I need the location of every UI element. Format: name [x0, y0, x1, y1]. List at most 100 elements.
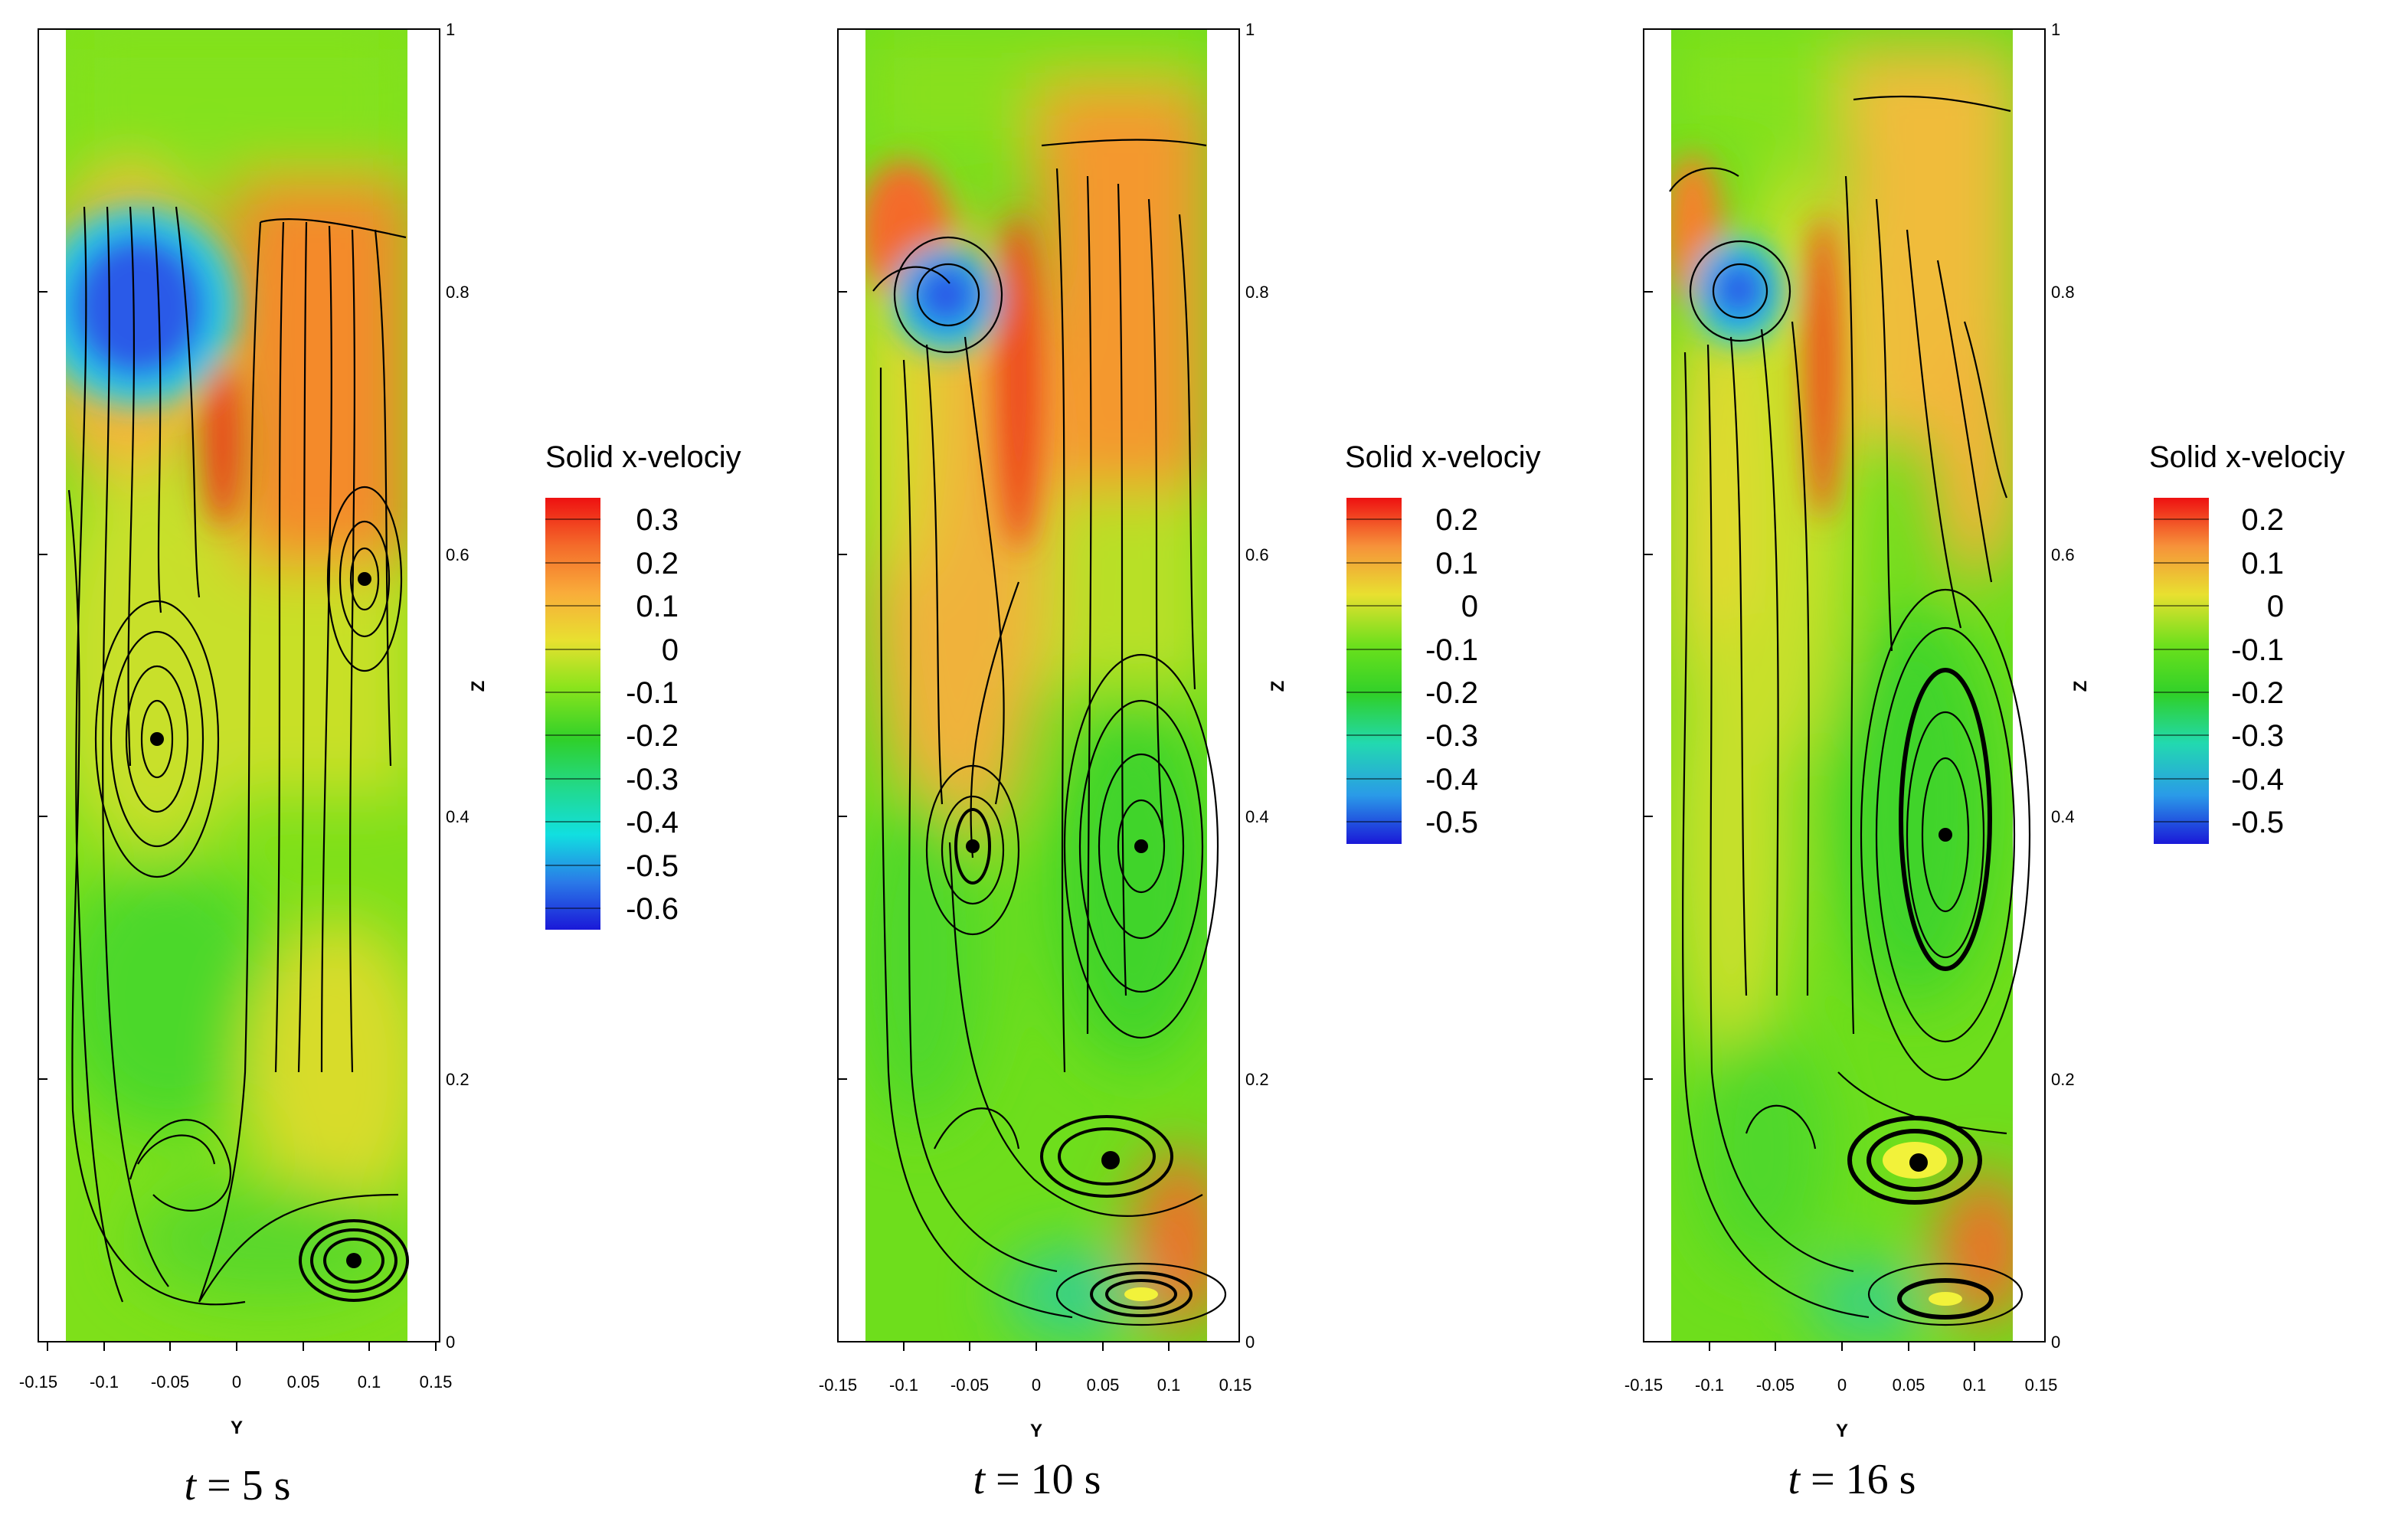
panel-t5: -0.15 -0.1 -0.05 0 0.05 0.1 0.15 0 0.2 0… [19, 20, 741, 1509]
caption-t10: t = 10 s [973, 1456, 1101, 1503]
z-axis-label: Z [468, 681, 489, 692]
axes-frame [1643, 28, 2046, 1342]
z-axis-label: Z [2070, 681, 2091, 692]
axes-frame [38, 28, 440, 1342]
svg-text:0.1: 0.1 [1435, 547, 1478, 580]
svg-text:0: 0 [1032, 1375, 1041, 1395]
z-tick-labels: 0 0.2 0.4 0.6 0.8 1 [1245, 20, 1269, 1352]
legend-title: Solid x-velociy [545, 440, 741, 474]
z-axis-label: Z [1268, 681, 1288, 692]
svg-text:-0.15: -0.15 [1624, 1375, 1663, 1395]
panel-t10: -0.15 -0.1 -0.05 0 0.05 0.1 0.15 0 0.2 0… [819, 20, 1541, 1503]
svg-text:0.3: 0.3 [636, 503, 679, 537]
svg-text:0.2: 0.2 [636, 547, 679, 580]
vortex-center-dots [150, 572, 371, 1268]
svg-text:0.05: 0.05 [1087, 1375, 1120, 1395]
svg-text:0: 0 [2051, 1333, 2060, 1352]
vortex-core-highlight [1929, 1292, 1962, 1306]
svg-text:-0.5: -0.5 [1425, 806, 1478, 839]
svg-text:-0.4: -0.4 [626, 806, 679, 839]
vortex-core-bottom [299, 1219, 409, 1302]
svg-text:0.2: 0.2 [1435, 503, 1478, 537]
legend-title: Solid x-velociy [1345, 440, 1541, 474]
svg-text:0.8: 0.8 [2051, 283, 2075, 302]
axes-frame [837, 28, 1240, 1342]
svg-text:0.8: 0.8 [446, 283, 469, 302]
colorbar: Solid x-velociy 0.3 0.2 0.1 0 -0.1 -0.2 … [545, 440, 741, 930]
svg-text:0: 0 [2267, 590, 2284, 623]
x-tick-labels: -0.15 -0.1 -0.05 0 0.05 0.1 0.15 [19, 1372, 452, 1392]
tick-marks [1644, 291, 1975, 1351]
svg-text:0.15: 0.15 [2025, 1375, 2058, 1395]
svg-text:0.1: 0.1 [1963, 1375, 1987, 1395]
svg-text:-0.1: -0.1 [1695, 1375, 1724, 1395]
svg-text:0.05: 0.05 [1893, 1375, 1925, 1395]
svg-text:0.8: 0.8 [1245, 283, 1269, 302]
vortex-center-dots [1909, 828, 1952, 1172]
legend-title: Solid x-velociy [2149, 440, 2345, 474]
svg-text:0.15: 0.15 [1219, 1375, 1252, 1395]
svg-text:0.1: 0.1 [2241, 547, 2284, 580]
svg-text:-0.05: -0.05 [151, 1372, 189, 1392]
svg-text:-0.1: -0.1 [2231, 633, 2284, 667]
streamlines [872, 139, 1227, 1326]
svg-text:0: 0 [1837, 1375, 1847, 1395]
svg-text:-0.15: -0.15 [819, 1375, 857, 1395]
z-tick-labels: 0 0.2 0.4 0.6 0.8 1 [446, 20, 469, 1352]
svg-text:-0.3: -0.3 [1425, 719, 1478, 753]
svg-text:0.4: 0.4 [2051, 807, 2075, 826]
svg-text:0.2: 0.2 [2051, 1070, 2075, 1089]
svg-text:-0.05: -0.05 [1756, 1375, 1795, 1395]
svg-text:-0.15: -0.15 [19, 1372, 57, 1392]
svg-text:-0.1: -0.1 [1425, 633, 1478, 667]
svg-text:0.6: 0.6 [1245, 545, 1269, 564]
colorbar: Solid x-velociy 0.2 0.1 0 -0.1 -0.2 -0.3… [2149, 440, 2345, 844]
svg-text:-0.2: -0.2 [1425, 676, 1478, 710]
vortex-core-highlight [1124, 1287, 1158, 1301]
caption-t16: t = 16 s [1788, 1456, 1916, 1503]
svg-text:0.2: 0.2 [2241, 503, 2284, 537]
svg-text:-0.6: -0.6 [626, 892, 679, 926]
svg-text:-0.1: -0.1 [626, 676, 679, 710]
svg-text:-0.05: -0.05 [950, 1375, 989, 1395]
svg-text:0: 0 [1461, 590, 1478, 623]
x-axis-label: Y [231, 1418, 243, 1438]
svg-text:-0.5: -0.5 [626, 849, 679, 883]
svg-text:-0.5: -0.5 [2231, 806, 2284, 839]
velocity-contour-field [66, 29, 407, 1342]
svg-text:-0.3: -0.3 [2231, 719, 2284, 753]
svg-text:0.4: 0.4 [1245, 807, 1269, 826]
svg-text:0: 0 [232, 1372, 241, 1392]
vortex-core [1847, 668, 1994, 1320]
svg-text:0.6: 0.6 [446, 545, 469, 564]
svg-text:0.2: 0.2 [1245, 1070, 1269, 1089]
svg-text:0.05: 0.05 [287, 1372, 320, 1392]
svg-text:0: 0 [1245, 1333, 1255, 1352]
streamlines [67, 206, 407, 1306]
x-tick-labels: -0.15 -0.1 -0.05 0 0.05 0.1 0.15 [1624, 1375, 2057, 1395]
tick-marks [38, 28, 437, 1351]
x-axis-label: Y [1836, 1421, 1848, 1441]
x-axis-label: Y [1030, 1421, 1042, 1441]
vortex-center-dots [966, 839, 1148, 1169]
svg-text:-0.1: -0.1 [90, 1372, 119, 1392]
svg-text:0.6: 0.6 [2051, 545, 2075, 564]
svg-text:-0.2: -0.2 [2231, 676, 2284, 710]
svg-text:-0.2: -0.2 [626, 719, 679, 753]
streamlines [1669, 95, 2031, 1326]
svg-text:0.1: 0.1 [1157, 1375, 1181, 1395]
svg-text:0.4: 0.4 [446, 807, 469, 826]
svg-text:-0.4: -0.4 [2231, 763, 2284, 796]
z-tick-labels: 0 0.2 0.4 0.6 0.8 1 [2051, 20, 2075, 1352]
caption-t5: t = 5 s [185, 1462, 291, 1509]
svg-text:0: 0 [662, 633, 679, 667]
svg-text:0.1: 0.1 [636, 590, 679, 623]
svg-text:0.1: 0.1 [358, 1372, 381, 1392]
vortex-core [954, 808, 1193, 1317]
svg-text:-0.1: -0.1 [889, 1375, 918, 1395]
colorbar: Solid x-velociy 0.2 0.1 0 -0.1 -0.2 -0.3… [1345, 440, 1541, 844]
velocity-contour-field [1671, 29, 2013, 1342]
svg-text:-0.4: -0.4 [1425, 763, 1478, 796]
tick-marks [838, 291, 1170, 1351]
